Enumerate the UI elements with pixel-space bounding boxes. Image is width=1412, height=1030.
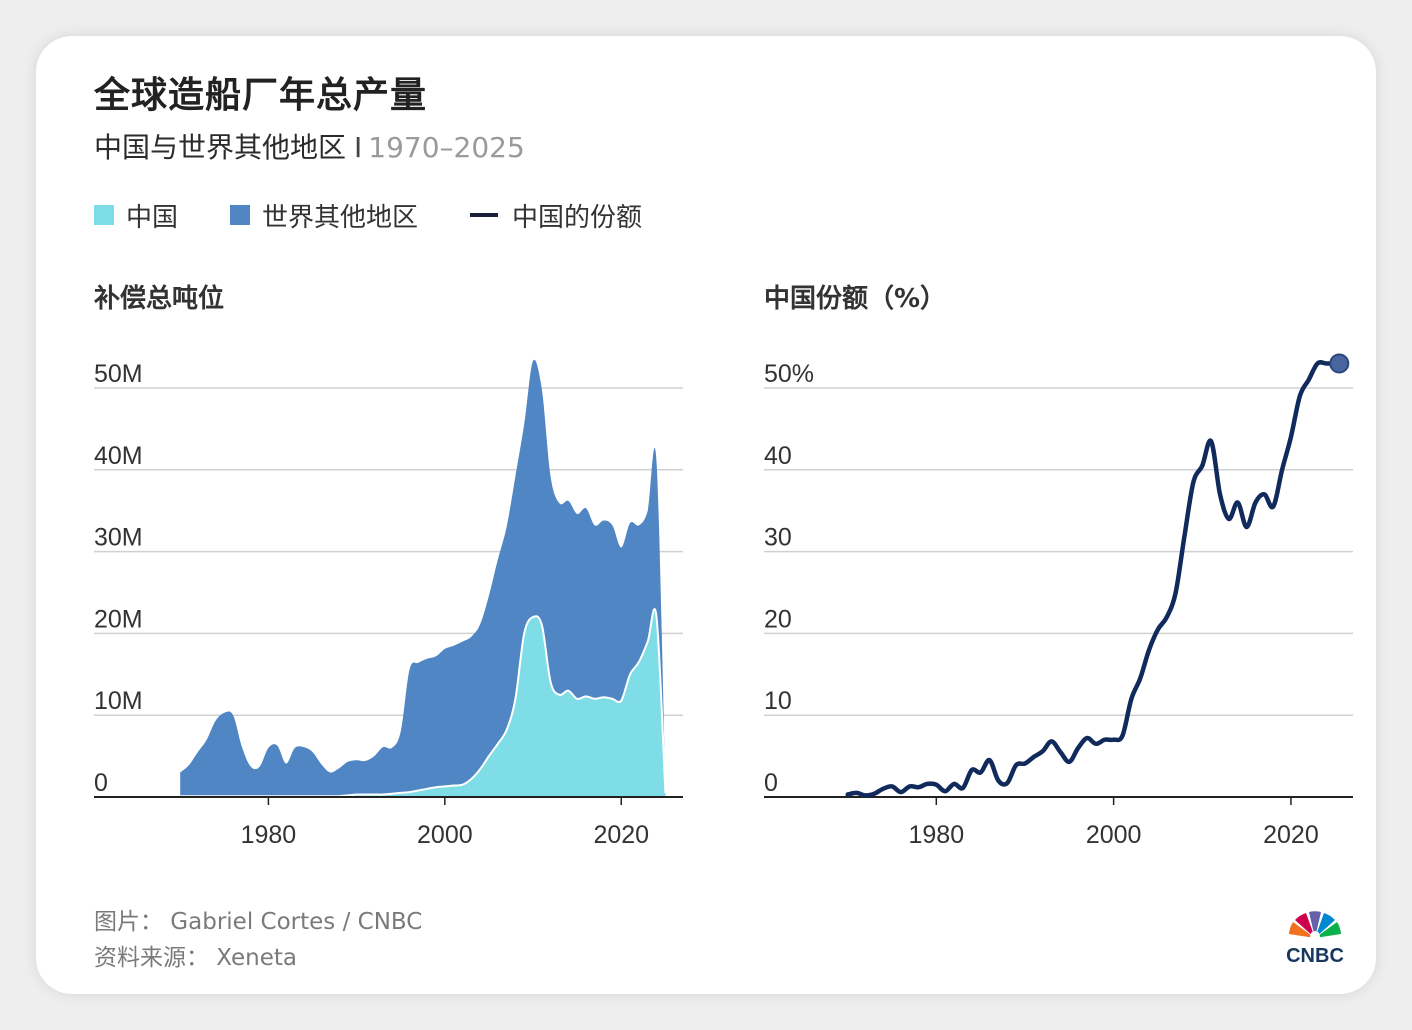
legend-line-china-share: [470, 213, 499, 217]
data-source: 资料来源： Xeneta: [94, 945, 298, 971]
right-chart-title: 中国份额（%）: [764, 284, 947, 314]
left-x-tick-label: 1980: [241, 821, 297, 849]
left-y-tick-label: 0: [94, 769, 108, 797]
legend-item-china-share: 中国的份额: [470, 197, 642, 234]
cnbc-logo: CNBC: [1286, 911, 1344, 964]
legend-label-rest-of-world: 世界其他地区: [262, 202, 419, 233]
left-y-tick-label: 50M: [94, 360, 143, 388]
right-y-tick-label: 30: [764, 524, 792, 552]
china-share-end-marker: [1329, 353, 1350, 374]
left-x-tick-label: 2000: [417, 821, 473, 849]
left-y-tick-label: 10M: [94, 687, 143, 715]
right-y-tick-label: 0: [764, 769, 778, 797]
legend-swatch-china: [94, 205, 114, 225]
left-chart-title: 补偿总吨位: [94, 284, 225, 314]
right-x-tick-label: 2000: [1086, 821, 1142, 849]
legend: 中国 世界其他地区 中国的份额: [94, 197, 694, 234]
legend-item-rest-of-world: 世界其他地区: [230, 197, 418, 234]
peacock-icon: [1289, 911, 1341, 941]
right-y-tick-label: 40: [764, 442, 792, 470]
cnbc-logo-text: CNBC: [1286, 945, 1344, 964]
legend-item-china: 中国: [94, 197, 178, 234]
right-y-tick-label: 50%: [764, 360, 814, 388]
left-x-tick-label: 2020: [593, 821, 649, 849]
right-x-tick-label: 1980: [909, 821, 965, 849]
chart-card: [36, 36, 1376, 994]
image-credit: 图片： Gabriel Cortes / CNBC: [94, 909, 423, 935]
china-share-line: [845, 360, 1338, 798]
right-y-tick-label: 20: [764, 605, 792, 633]
left-y-tick-label: 40M: [94, 442, 143, 470]
subtitle-separator: I: [354, 131, 363, 164]
legend-swatch-rest-of-world: [230, 205, 251, 225]
legend-label-china-share: 中国的份额: [512, 202, 643, 233]
china-area: [180, 609, 666, 797]
right-x-tick-label: 2020: [1263, 821, 1319, 849]
left-y-tick-label: 20M: [94, 605, 143, 633]
subtitle-range: 1970–2025: [368, 131, 525, 164]
right-y-tick-label: 10: [764, 687, 792, 715]
left-y-tick-label: 30M: [94, 524, 143, 552]
legend-label-china: 中国: [126, 202, 179, 233]
subtitle-text: 中国与世界其他地区: [94, 131, 347, 164]
chart-title: 全球造船厂年总产量: [94, 75, 428, 116]
chart-subtitle: 中国与世界其他地区 I 1970–2025: [94, 126, 525, 166]
